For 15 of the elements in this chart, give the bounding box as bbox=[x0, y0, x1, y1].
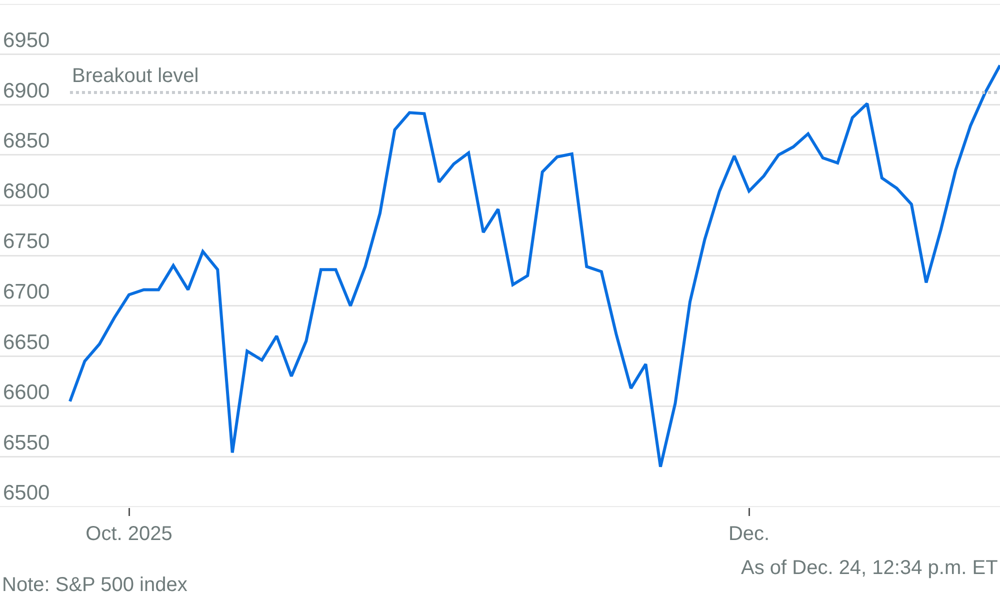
y-tick-label: 6700 bbox=[3, 280, 50, 304]
y-tick-label: 6800 bbox=[3, 180, 50, 203]
y-tick-label: 6650 bbox=[3, 330, 50, 354]
x-tick-label: Oct. 2025 bbox=[86, 523, 172, 545]
y-tick-label: 6750 bbox=[3, 230, 50, 254]
ref-line-label: Breakout level bbox=[72, 65, 199, 87]
x-tick-label: Dec. bbox=[728, 523, 770, 545]
y-tick-label: 6600 bbox=[3, 381, 50, 404]
text: Note: S&P 500 index bbox=[2, 574, 188, 596]
text: As of Dec. 24, 12:34 p.m. ET bbox=[741, 557, 998, 579]
y-tick-label: 6500 bbox=[3, 482, 50, 505]
y-tick-label: 6950 bbox=[3, 28, 50, 52]
y-tick-label: 6900 bbox=[3, 79, 50, 102]
y-tick-label: 6850 bbox=[3, 130, 50, 153]
y-tick-label: 6550 bbox=[3, 431, 50, 454]
